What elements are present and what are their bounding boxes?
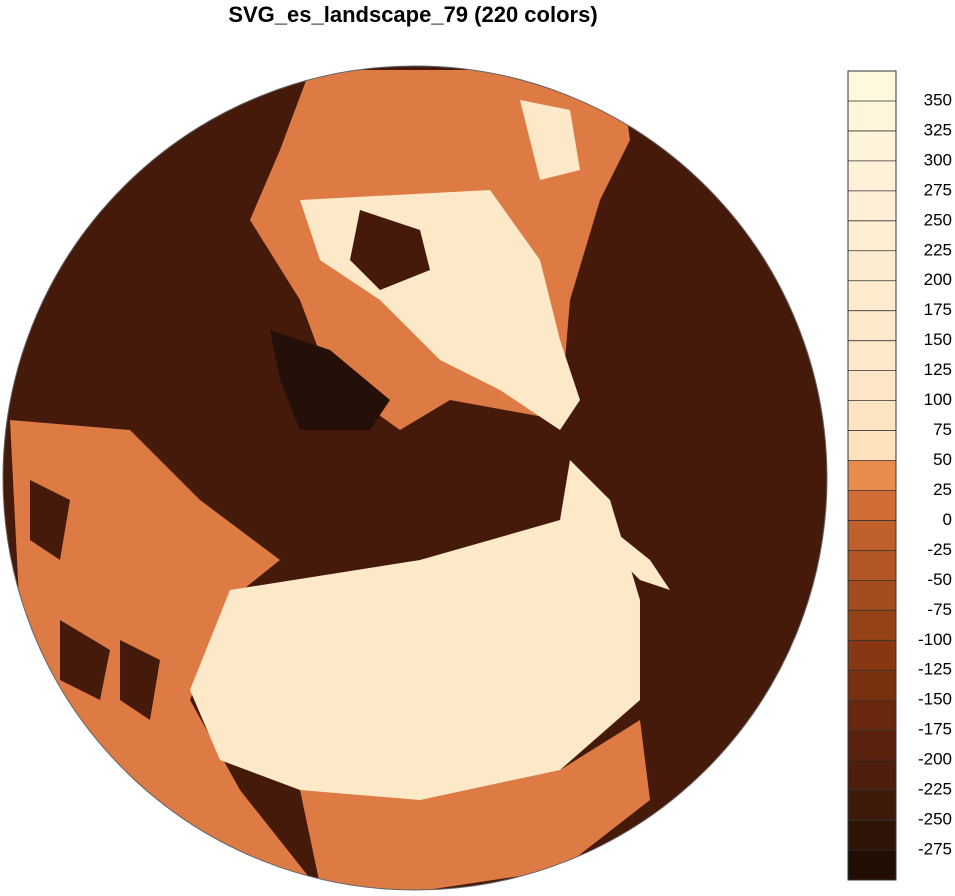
colorbar-box [848, 640, 896, 671]
bay [270, 330, 390, 430]
colorbar-box [848, 250, 896, 281]
colorbar-box [848, 580, 896, 611]
colorbar-frame [847, 70, 897, 881]
colorbar-box [848, 160, 896, 191]
colorbar-box [848, 340, 896, 371]
colorbar-box [848, 730, 896, 761]
colorbar-label: -225 [918, 780, 952, 799]
colorbar-box [848, 820, 896, 851]
colorbar-label: 200 [924, 270, 952, 289]
colorbar-label: -125 [918, 660, 952, 679]
colorbar-box [848, 700, 896, 731]
colorbar-label: 100 [924, 390, 952, 409]
colorbar-label: -250 [918, 810, 952, 829]
colorbar-label: 275 [924, 180, 952, 199]
colorbar-label: 75 [933, 420, 952, 439]
colorbar-box [848, 490, 896, 521]
colorbar-box [848, 130, 896, 161]
colorbar-box [848, 850, 896, 880]
colorbar-label: -100 [918, 630, 952, 649]
colorbar-box [848, 460, 896, 491]
colorbar-label: -75 [927, 600, 952, 619]
land [190, 460, 640, 800]
colorbar-box [848, 280, 896, 311]
colorbar-label: 250 [924, 210, 952, 229]
colorbar-label: 25 [933, 480, 952, 499]
colorbar-label: 350 [924, 90, 952, 109]
colorbar-box [848, 220, 896, 251]
land [300, 720, 650, 890]
map-border [2, 65, 828, 891]
colorbar-label: -25 [927, 540, 952, 559]
colorbar-box [848, 190, 896, 221]
colorbar-box [848, 790, 896, 821]
colorbar-label: -175 [918, 720, 952, 739]
land [520, 100, 580, 180]
colorbar-label: 325 [924, 120, 952, 139]
colorbar-label: -50 [927, 570, 952, 589]
colorbar-label: 125 [924, 360, 952, 379]
map [3, 66, 827, 890]
colorbar-box [848, 310, 896, 341]
colorbar-box [848, 430, 896, 461]
colorbar-label: 300 [924, 150, 952, 169]
colorbar-label: 50 [933, 450, 952, 469]
colorbar: -275-250-225-200-175-150-125-100-75-50-2… [847, 70, 952, 881]
lake [350, 210, 430, 290]
colorbar-box [848, 610, 896, 641]
colorbar-box [848, 670, 896, 701]
colorbar-label: -200 [918, 750, 952, 769]
colorbar-box [848, 370, 896, 401]
colorbar-label: 150 [924, 330, 952, 349]
colorbar-box [848, 760, 896, 791]
colorbar-box [848, 520, 896, 551]
colorbar-label: 0 [943, 510, 952, 529]
colorbar-box [848, 400, 896, 431]
colorbar-label: 225 [924, 240, 952, 259]
colorbar-label: -275 [918, 840, 952, 859]
colorbar-box [848, 71, 896, 101]
land [600, 520, 670, 590]
colorbar-box [848, 550, 896, 581]
land [10, 420, 320, 890]
colorbar-label: -150 [918, 690, 952, 709]
colorbar-label: 175 [924, 300, 952, 319]
land [30, 480, 160, 720]
title: SVG_es_landscape_79 (220 colors) [228, 2, 597, 27]
colorbar-box [848, 100, 896, 131]
